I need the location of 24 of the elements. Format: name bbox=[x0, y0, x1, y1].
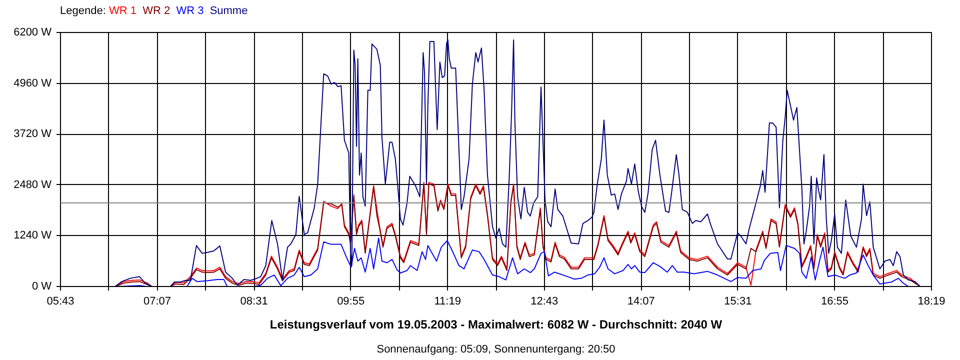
y-tick-label: 0 W bbox=[32, 280, 52, 292]
x-tick-label: 15:31 bbox=[724, 296, 752, 308]
x-tick-label: 08:31 bbox=[240, 296, 268, 308]
x-tick-label: 07:07 bbox=[144, 296, 172, 308]
text: WR 3 bbox=[176, 5, 204, 17]
x-tick-label: 14:07 bbox=[627, 296, 655, 308]
y-tick-label: 4960 W bbox=[14, 77, 52, 90]
y-tick-label: 2480 W bbox=[14, 178, 52, 191]
x-tick-label: 09:55 bbox=[337, 296, 365, 308]
text: Leistungsverlauf vom 19.05.2003 - Maximalwert: 6082 W - Durchschnitt: 2040 W bbox=[270, 318, 723, 332]
x-tick-label: 18:19 bbox=[918, 296, 946, 308]
x-tick-label: 16:55 bbox=[820, 296, 848, 308]
text: Sonnenaufgang: 05:09, Sonnenuntergang: 20:50 bbox=[376, 344, 616, 356]
text: WR 2 bbox=[142, 5, 170, 17]
text: WR 1 bbox=[108, 5, 136, 17]
y-tick-label: 6200 W bbox=[14, 26, 52, 38]
x-tick-label: 11:19 bbox=[434, 296, 461, 308]
text: Summe bbox=[210, 5, 248, 17]
x-tick-label: 12:43 bbox=[530, 296, 558, 308]
x-tick-label: 05:43 bbox=[46, 296, 74, 308]
line-series bbox=[114, 39, 921, 286]
y-tick-label: 1240 W bbox=[14, 230, 52, 242]
y-tick-label: 3720 W bbox=[14, 128, 52, 140]
legend-title: Legende: bbox=[60, 5, 106, 17]
